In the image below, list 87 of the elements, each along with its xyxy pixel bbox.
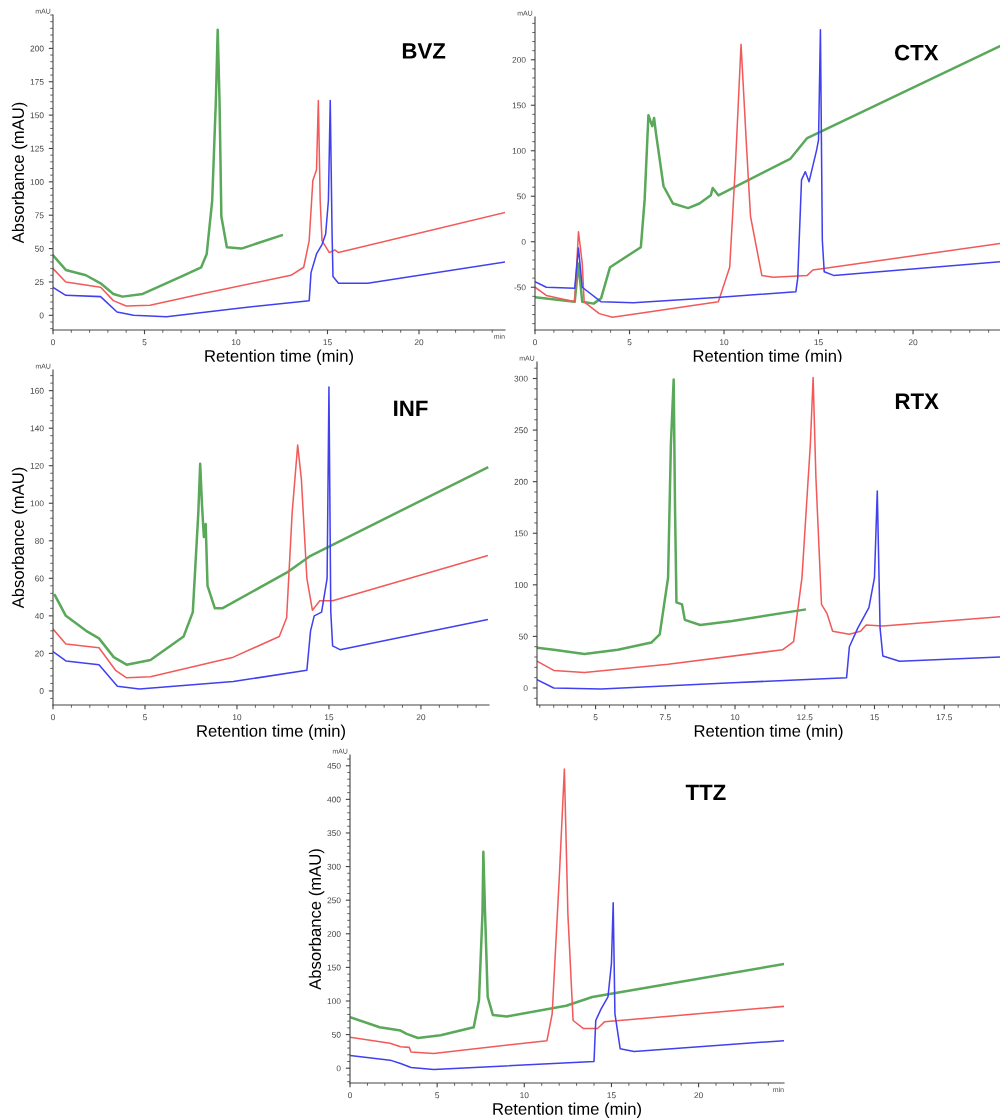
x-tick-label: 0 [348,1092,352,1099]
x-tick-label: 10 [720,339,729,346]
y-tick-label: 300 [514,375,528,382]
x-tick-label: 20 [416,714,426,721]
line-series [53,386,488,690]
text: CTX [894,44,939,61]
y-tick-label: 250 [327,897,341,904]
y-tick-label: 50 [517,193,526,200]
x-tick-label: 20 [908,339,918,346]
y-tick-label: 100 [514,582,528,588]
y-tick-label: 250 [514,427,528,434]
x-tick-label: 10 [232,339,241,346]
y-axis-title: Absorbance (mAU) [11,467,28,609]
x-tick-label: 10 [520,1092,529,1099]
x-tick-label: 15 [324,714,334,721]
text: RTX [895,393,939,409]
x-tick-label: 5 [143,714,147,721]
y-tick-label: 125 [30,145,44,152]
y-tick-label: 100 [512,147,526,154]
y-tick-label: 450 [327,762,341,769]
y-tick-label: 200 [512,56,526,63]
y-tick-label: 150 [512,102,526,109]
y-tick-label: 50 [519,633,528,640]
y-tick-label: 350 [327,830,341,837]
y-tick-label: 0 [523,685,528,692]
y-tick-label: 200 [30,45,44,52]
line-series [537,378,807,656]
x-tick-label: 0 [51,714,55,721]
y-axis-title: Absorbance (mAU) [308,849,325,990]
x-tick-label: 5 [435,1092,440,1099]
x-axis-title: Retention time (min) [694,724,843,741]
x-tick-label: 10 [232,714,242,721]
y-tick-label: 0 [336,1065,341,1072]
line-series [350,902,784,1071]
text: INF [394,400,428,416]
line-series [537,490,1000,690]
line-series [350,850,784,1040]
x-tick-label: 15 [607,1092,616,1099]
x-tick-label: 20 [414,339,424,346]
y-axis-title: Absorbance (mAU) [11,102,28,244]
y-tick-label: 0 [521,238,526,245]
x-tick-label: 17.5 [936,714,952,721]
y-tick-label: -50 [514,284,526,291]
y-tick-label: 120 [30,462,44,469]
line-series [537,376,1000,674]
y-tick-label: 200 [327,930,341,937]
y-tick-label: 300 [327,863,341,870]
line-series [350,768,784,1055]
x-tick-label: 7.5 [659,714,671,721]
y-tick-label: 140 [30,425,44,432]
x-axis-title: Retention time (min) [493,1102,641,1119]
y-tick-label: 100 [30,500,44,507]
x-tick-label: 12.5 [797,714,813,721]
x-tick-label: 5 [593,714,598,721]
y-tick-label: 100 [30,179,44,185]
x-axis-title: Retention time (min) [197,724,345,741]
y-tick-label: 400 [327,796,341,803]
y-tick-label: 50 [332,1031,341,1038]
x-tick-label: 20 [694,1092,703,1099]
y-tick-label: 25 [35,279,44,286]
x-tick-label: 5 [627,339,632,346]
y-tick-label: 175 [30,79,44,85]
y-tick-label: 40 [34,613,44,619]
y-tick-label: 200 [514,478,528,485]
x-axis-title: Retention time (min) [205,349,353,366]
x-tick-label: 10 [731,714,740,721]
y-tick-label: 150 [514,530,528,537]
x-tick-label: 0 [533,339,537,346]
y-tick-label: 20 [35,650,44,657]
y-tick-label: 160 [30,387,44,394]
x-tick-label: 0 [51,339,55,346]
y-tick-label: 50 [35,245,44,252]
y-tick-label: 150 [327,964,341,971]
y-tick-label: 0 [39,688,44,695]
y-tick-label: 0 [39,312,44,319]
text: BVZ [402,43,446,59]
y-tick-label: 75 [35,212,44,219]
y-tick-label: 80 [35,537,44,544]
y-tick-label: 100 [327,998,341,1005]
x-tick-label: 5 [142,339,147,346]
line-series [53,28,283,298]
y-tick-label: 60 [35,575,44,582]
x-tick-label: 15 [870,714,879,721]
x-tick-label: 15 [814,339,823,346]
y-tick-label: 150 [30,112,44,119]
x-tick-label: 15 [323,339,332,346]
text: TTZ [685,784,726,801]
